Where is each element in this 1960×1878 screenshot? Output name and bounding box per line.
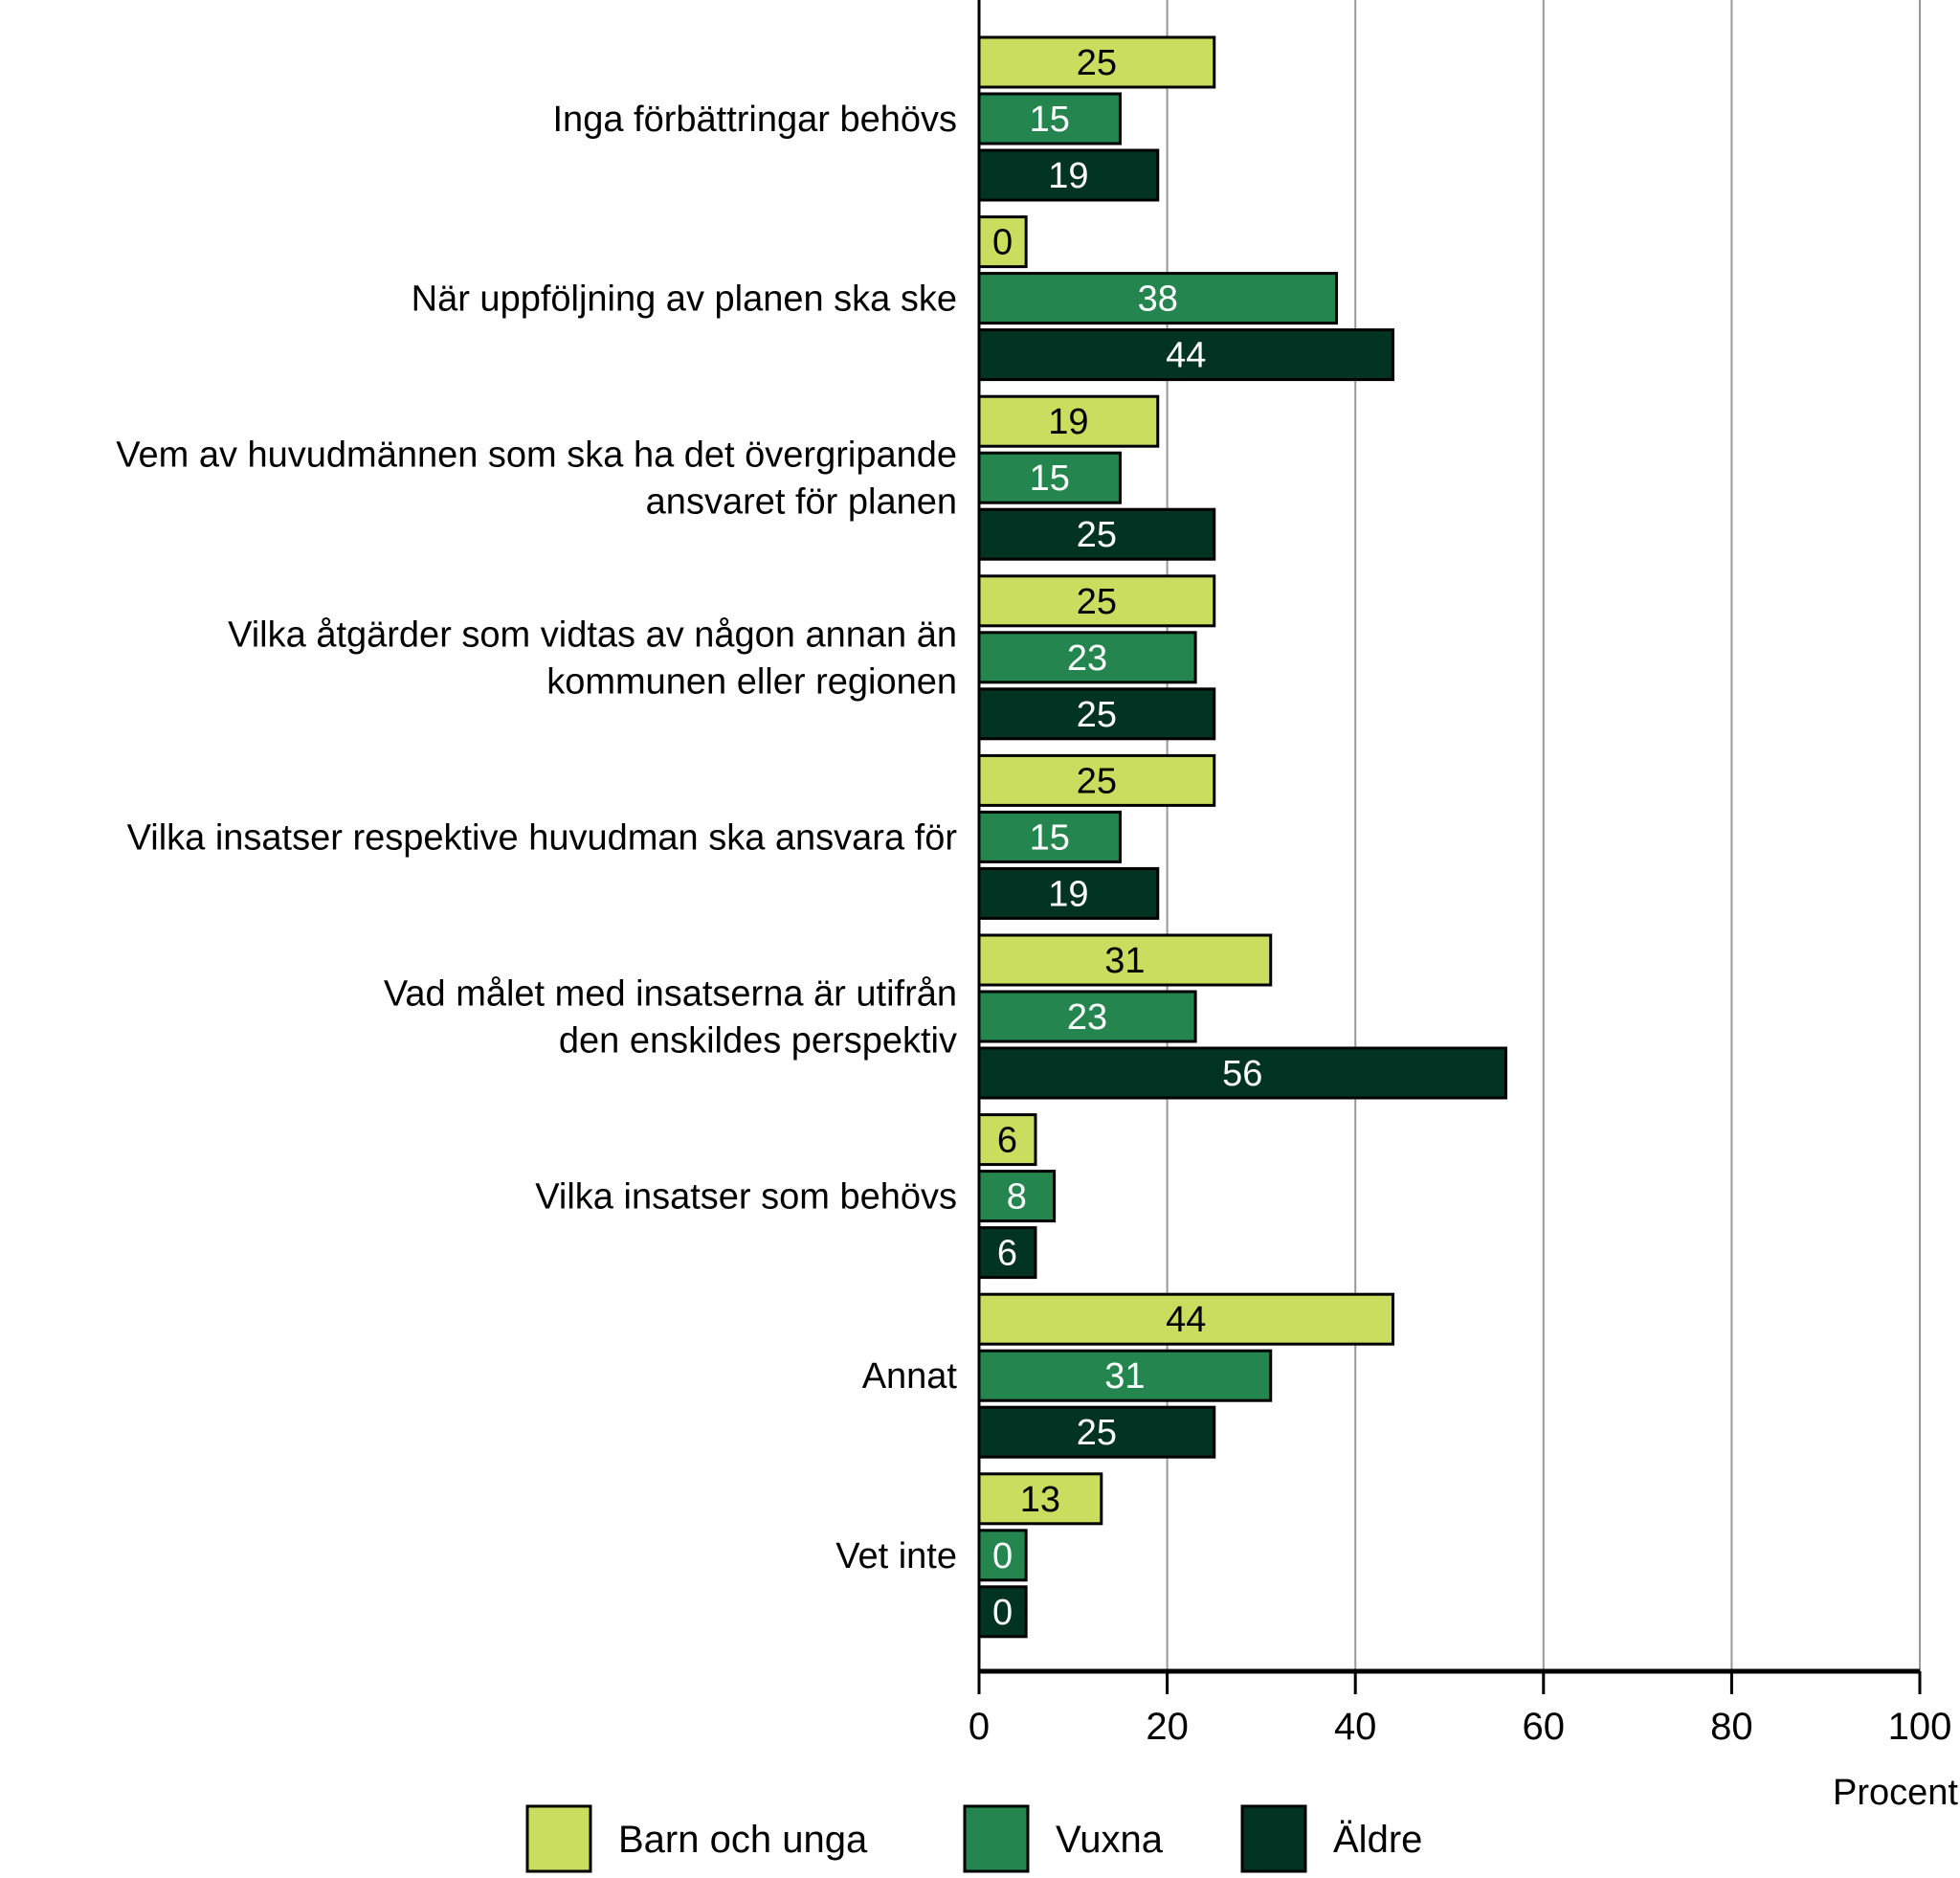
bar xyxy=(977,1529,1028,1582)
category-label: Vem av huvudmännen som ska ha det övergr… xyxy=(116,436,957,476)
category-label: Vilka insatser som behövs xyxy=(535,1177,957,1218)
bar xyxy=(977,272,1339,325)
bar xyxy=(977,574,1216,628)
data-label: 0 xyxy=(992,1593,1013,1633)
data-label: 38 xyxy=(1138,279,1178,320)
category-label: Annat xyxy=(862,1356,958,1397)
gridlines xyxy=(1166,0,1921,1671)
bar xyxy=(977,810,1122,863)
category-label: den enskildes perspektiv xyxy=(559,1021,957,1062)
data-label: 25 xyxy=(1077,1413,1117,1453)
data-label: 0 xyxy=(992,1536,1013,1576)
data-label: 31 xyxy=(1104,1356,1145,1397)
bar xyxy=(977,394,1160,448)
legend-swatch xyxy=(1240,1804,1307,1873)
data-label: 19 xyxy=(1048,156,1088,196)
x-axis-label: Procent xyxy=(1833,1773,1958,1813)
bar xyxy=(977,328,1395,382)
legend-swatch xyxy=(525,1804,592,1873)
x-tick-label: 40 xyxy=(1334,1706,1377,1748)
legend: Barn och unga Vuxna Äldre xyxy=(525,1804,1422,1873)
category-label: kommunen eller regionen xyxy=(546,661,957,702)
legend-label: Vuxna xyxy=(1056,1819,1164,1861)
data-label: 23 xyxy=(1067,638,1107,679)
data-label: 25 xyxy=(1077,582,1117,622)
data-label: 0 xyxy=(992,223,1013,263)
data-label: 25 xyxy=(1077,695,1117,735)
data-label: 31 xyxy=(1104,941,1145,981)
data-label: 6 xyxy=(997,1121,1017,1161)
category-label: Vad målet med insatserna är utifrån xyxy=(384,974,957,1015)
category-label: ansvaret för planen xyxy=(646,482,957,523)
data-label: 25 xyxy=(1077,515,1117,555)
data-label: 15 xyxy=(1030,817,1070,858)
category-label: Vet inte xyxy=(835,1536,957,1576)
data-label: 44 xyxy=(1166,336,1206,376)
x-tick-label: 60 xyxy=(1523,1706,1566,1748)
bar xyxy=(977,933,1273,987)
bar xyxy=(977,1405,1216,1459)
bar xyxy=(977,687,1216,741)
data-label: 19 xyxy=(1048,874,1088,914)
bar xyxy=(977,990,1197,1043)
bar xyxy=(977,148,1160,202)
x-tick-label: 100 xyxy=(1888,1706,1952,1748)
category-label: När uppföljning av planen ska ske xyxy=(412,279,957,320)
data-label: 23 xyxy=(1067,997,1107,1038)
data-label: 25 xyxy=(1077,761,1117,801)
data-label: 8 xyxy=(1007,1177,1027,1218)
bar xyxy=(977,1113,1037,1167)
bar xyxy=(977,1585,1028,1639)
data-label: 25 xyxy=(1077,43,1117,83)
x-tick-label: 0 xyxy=(969,1706,990,1748)
category-label: Vilka åtgärder som vidtas av någon annan… xyxy=(228,615,957,655)
bar xyxy=(977,1292,1395,1346)
bar xyxy=(977,35,1216,89)
category-label: Vilka insatser respektive huvudman ska a… xyxy=(127,817,958,858)
bar xyxy=(977,1349,1273,1402)
category-label: Inga förbättringar behövs xyxy=(553,100,958,140)
data-label: 13 xyxy=(1020,1480,1060,1520)
legend-label: Äldre xyxy=(1333,1819,1422,1861)
data-label: 56 xyxy=(1222,1054,1262,1094)
bar xyxy=(977,1046,1507,1100)
x-tick-label: 20 xyxy=(1146,1706,1189,1748)
x-tick-label: 80 xyxy=(1710,1706,1753,1748)
x-axis: 0 20 40 60 80 100 xyxy=(969,0,1952,1748)
data-label: 15 xyxy=(1030,100,1070,140)
data-label: 15 xyxy=(1030,458,1070,499)
data-label: 44 xyxy=(1166,1300,1206,1340)
bars: 2515190384419152525232525151931235668644… xyxy=(977,35,1507,1639)
legend-label: Barn och unga xyxy=(618,1819,868,1861)
data-label: 19 xyxy=(1048,402,1088,442)
legend-swatch xyxy=(963,1804,1030,1873)
data-label: 6 xyxy=(997,1234,1017,1274)
category-labels: Inga förbättringar behövs När uppföljning… xyxy=(116,100,957,1576)
bar xyxy=(977,451,1122,504)
bar xyxy=(977,631,1197,684)
